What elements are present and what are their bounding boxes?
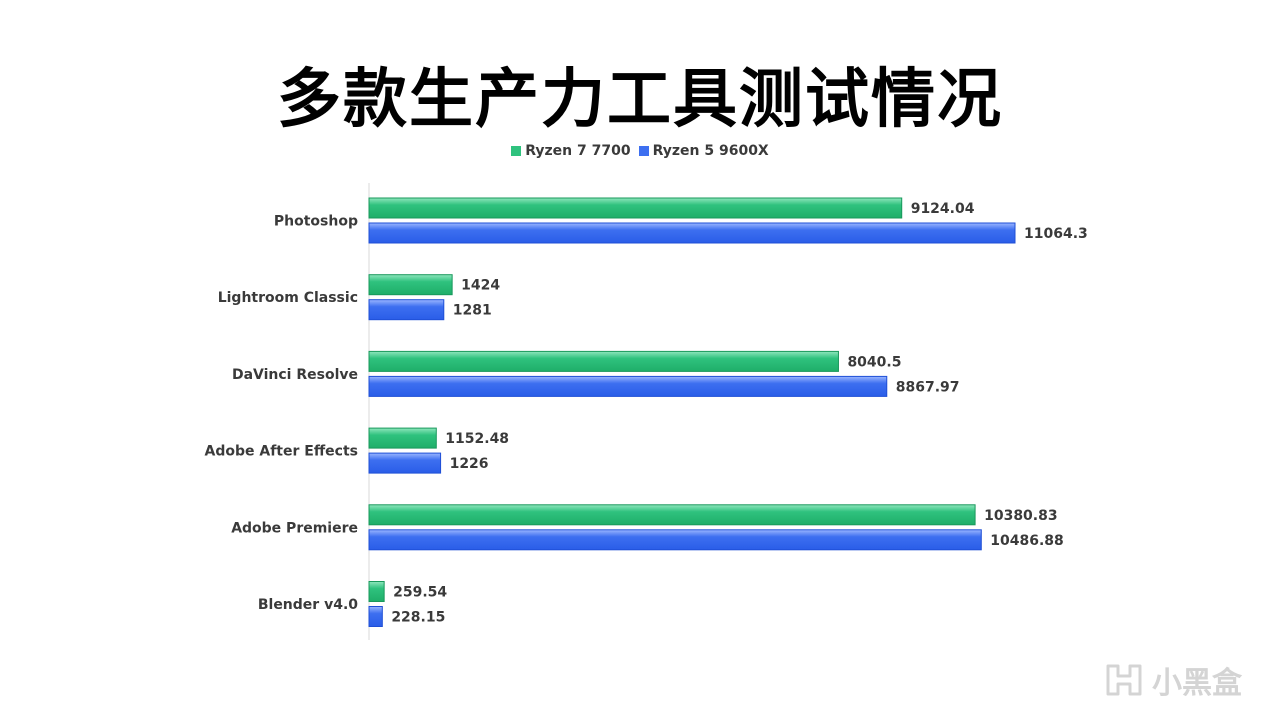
bar-ryzen-7-7700	[368, 350, 839, 372]
bar-ryzen-7-7700	[368, 274, 453, 296]
data-label: 8040.5	[847, 354, 901, 370]
legend-label-series-1: Ryzen 7 7700	[525, 143, 631, 159]
category-label: Blender v4.0	[258, 597, 358, 613]
data-label: 1424	[461, 278, 500, 294]
data-label: 10380.83	[984, 508, 1058, 524]
heybox-logo-icon	[1106, 664, 1142, 696]
watermark: 小黑盒	[1104, 658, 1242, 702]
bar-ryzen-5-9600x	[368, 299, 445, 321]
bar-ryzen-5-9600x	[368, 529, 982, 551]
data-label: 8867.97	[896, 379, 960, 395]
data-label: 11064.3	[1024, 226, 1088, 242]
data-label: 1281	[453, 303, 492, 319]
bar-ryzen-5-9600x	[368, 606, 383, 627]
bar-ryzen-7-7700	[368, 581, 385, 602]
legend-swatch-series-1	[511, 146, 522, 156]
category-label: Adobe Premiere	[231, 520, 358, 536]
data-label: 9124.04	[911, 201, 975, 217]
data-label: 10486.88	[990, 533, 1064, 549]
data-label: 1226	[450, 456, 489, 472]
legend-swatch-series-2	[638, 146, 649, 156]
category-label: DaVinci Resolve	[232, 367, 358, 383]
bar-ryzen-5-9600x	[368, 375, 888, 397]
data-label: 259.54	[393, 585, 447, 601]
bar-ryzen-5-9600x	[368, 222, 1016, 244]
category-label: Lightroom Classic	[218, 290, 358, 306]
bar-ryzen-5-9600x	[368, 452, 442, 474]
legend-label-series-2: Ryzen 5 9600X	[652, 143, 769, 159]
legend-item-series-2: Ryzen 5 9600X	[638, 143, 769, 159]
legend-item-series-1: Ryzen 7 7700	[511, 143, 631, 159]
bar-ryzen-7-7700	[368, 427, 437, 449]
bar-ryzen-7-7700	[368, 197, 903, 219]
category-label: Adobe After Effects	[205, 444, 358, 460]
watermark-text: 小黑盒	[1152, 666, 1242, 701]
data-label: 1152.48	[445, 431, 509, 447]
bar-ryzen-7-7700	[368, 504, 976, 526]
category-label: Photoshop	[274, 214, 358, 230]
legend: Ryzen 7 7700 Ryzen 5 9600X	[0, 143, 1280, 159]
chart-title: 多款生产力工具测试情况	[277, 63, 1003, 137]
data-label: 228.15	[391, 610, 445, 626]
